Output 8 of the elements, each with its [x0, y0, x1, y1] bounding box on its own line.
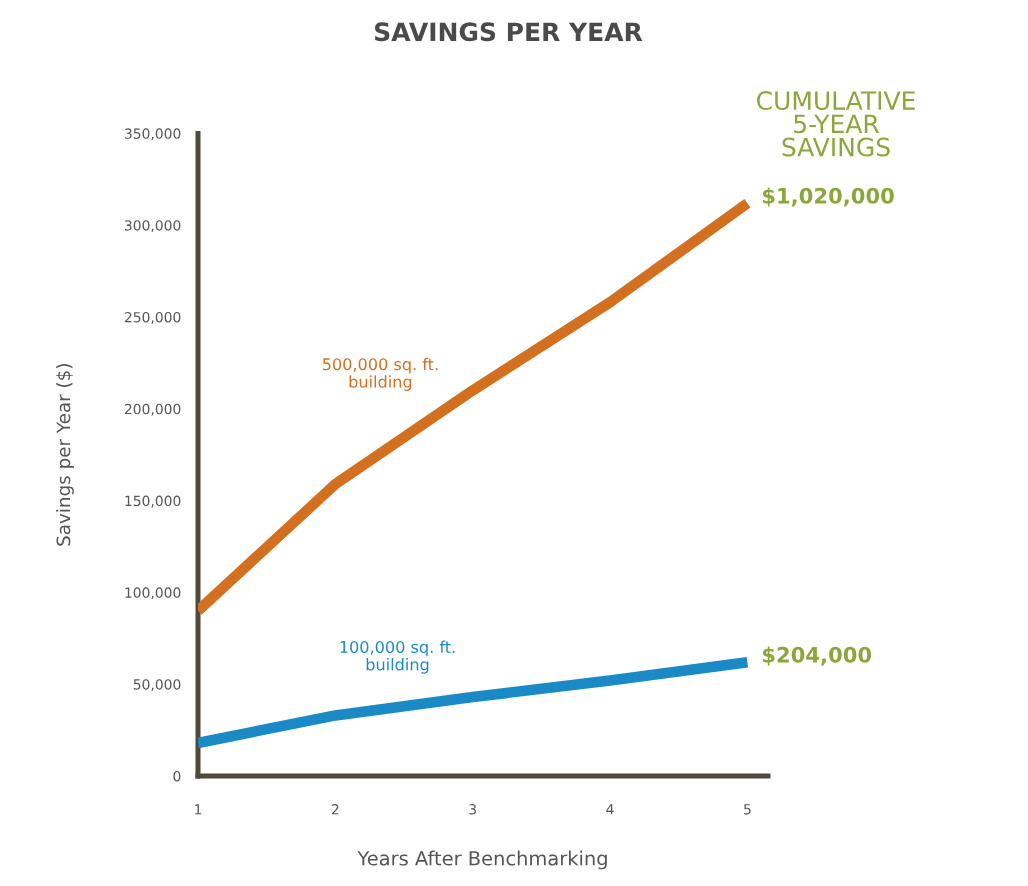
annotation: CUMULATIVE 5-YEAR SAVINGS: [756, 91, 915, 157]
series-label: 100,000 sq. ft. building: [340, 640, 455, 674]
series-label: 500,000 sq. ft. building: [322, 357, 438, 391]
y-axis-title: Savings per Year ($): [56, 364, 74, 546]
x-axis-title: Years After Benchmarking: [357, 850, 607, 870]
annotation: $204,000: [762, 646, 872, 666]
annotation: $1,020,000: [762, 187, 894, 207]
chart-title: SAVINGS PER YEAR: [375, 22, 643, 42]
